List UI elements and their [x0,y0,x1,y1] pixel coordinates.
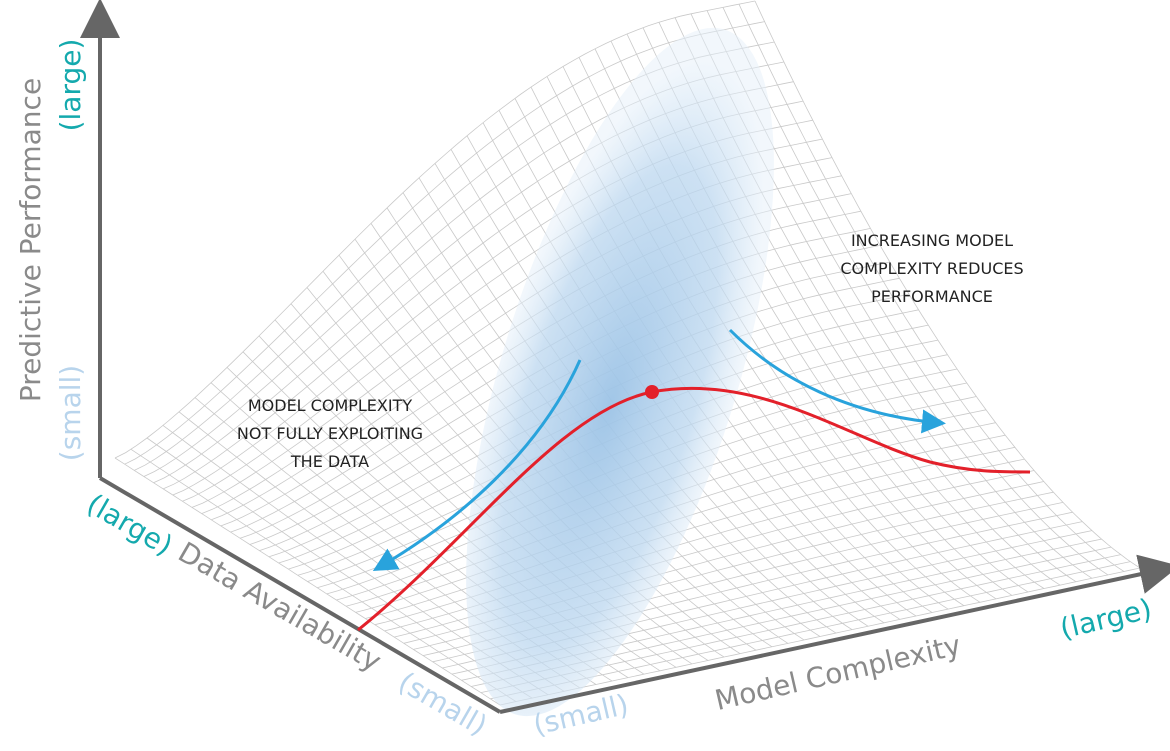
arrow-right [730,330,940,423]
diagram: Predictive Performance (large) (small) D… [0,0,1170,751]
axis-end-label: (large) [1057,592,1155,645]
axis-end-label: (small) [54,365,87,461]
annotation-line: INCREASING MODEL [851,231,1013,250]
annotation-line: COMPLEXITY REDUCES [840,259,1023,278]
annotation-line: NOT FULLY EXPLOITING [237,424,423,443]
data-axis [100,478,500,712]
optimum-point [645,385,659,399]
axis-title: Model Complexity [712,628,964,717]
annotation-line: MODEL COMPLEXITY [248,396,413,415]
axis-end-label: (large) [81,487,178,562]
axis-title: Predictive Performance [14,78,47,402]
annotation-line: PERFORMANCE [871,287,993,306]
axis-end-label: (large) [54,39,87,132]
annotation-line: THE DATA [290,452,369,471]
axis-title: Data Availability [173,535,387,678]
mesh-line [131,449,516,701]
mesh-line [755,1,1140,568]
